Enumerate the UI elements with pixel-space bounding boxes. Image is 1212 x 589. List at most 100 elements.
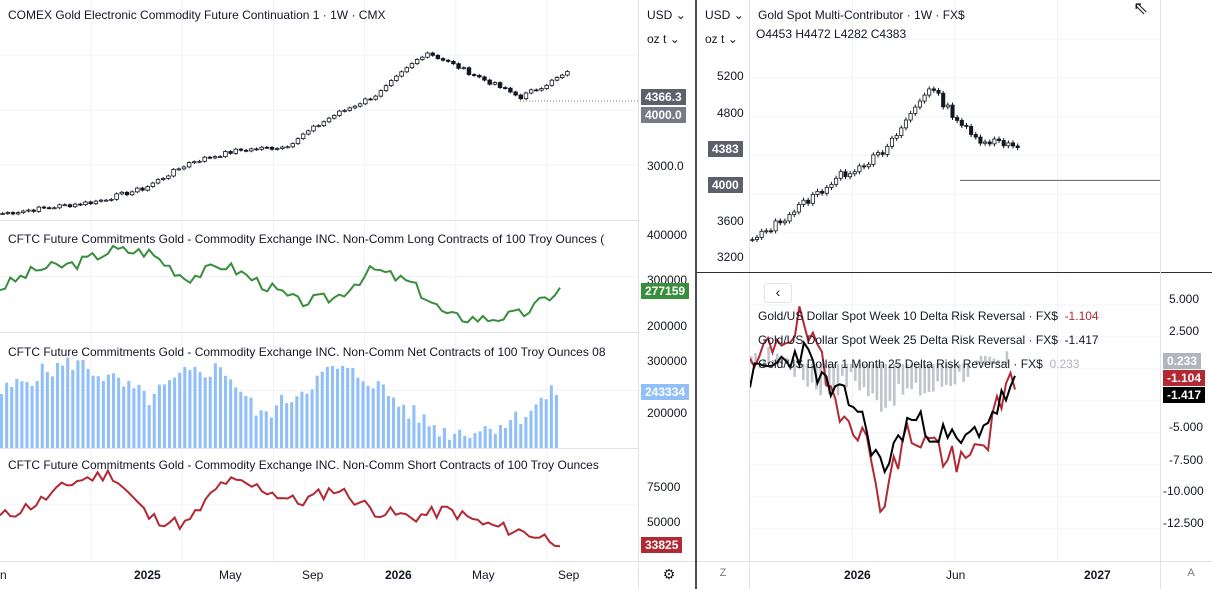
right-main-candles	[750, 0, 1160, 272]
candle-body	[129, 191, 135, 196]
candle-body	[78, 203, 83, 206]
left-chart[interactable]: COMEX Gold Electronic Commodity Future C…	[0, 0, 696, 589]
net-bar	[15, 378, 19, 448]
candle-body	[295, 138, 301, 145]
candle-body	[913, 106, 918, 114]
candle-body	[857, 165, 862, 173]
rr1m-bar	[841, 364, 844, 376]
net-bar	[274, 405, 278, 448]
net-bar	[341, 365, 345, 448]
left-price-axis[interactable]: USD ⌄ oz t ⌄ 4366.3 4000.0 3000.0 400000…	[639, 0, 695, 561]
candle-body	[565, 71, 570, 76]
net-bar	[493, 433, 497, 448]
chevron-down-icon: ⌄	[669, 32, 680, 46]
candle-body	[212, 156, 218, 159]
net-bar	[346, 367, 350, 448]
net-bar	[91, 375, 95, 448]
candle-body	[759, 230, 764, 238]
left-unit-select[interactable]: oz t ⌄	[647, 32, 680, 46]
rr1m-bar	[867, 364, 870, 397]
net-bar	[66, 357, 70, 448]
right-main-pane[interactable]: Gold Spot Multi-Contributor · 1W · FX$ O…	[750, 0, 1160, 272]
net-bar	[183, 367, 187, 448]
rr1m-bar	[810, 364, 814, 383]
candle-body	[218, 156, 223, 159]
net-bar	[117, 377, 121, 448]
candle-body	[254, 148, 259, 151]
candle-body	[1010, 142, 1016, 147]
right-currency-select[interactable]: USD ⌄	[705, 8, 744, 22]
candle-body	[899, 127, 904, 136]
rr25-line	[750, 340, 1016, 475]
net-bar	[356, 377, 360, 448]
net-bar	[10, 386, 14, 448]
net-bar	[412, 405, 416, 448]
candle-body	[987, 141, 992, 145]
candle-body	[936, 89, 941, 94]
right-line-price-tag: 4000	[708, 177, 743, 193]
net-bar	[178, 372, 182, 448]
candle-body	[394, 75, 399, 81]
left-long-pane[interactable]: CFTC Future Commitments Gold - Commodity…	[0, 221, 638, 332]
candle-body	[1006, 142, 1011, 147]
candle-body	[414, 59, 420, 65]
candle-body	[52, 207, 57, 210]
net-bar	[30, 385, 34, 448]
net-bar	[157, 384, 161, 448]
left-line-price-tag: 4000.0	[641, 107, 686, 123]
candle-body	[363, 98, 368, 105]
candle-body	[477, 75, 482, 78]
settings-gear-icon[interactable]: ⚙	[662, 566, 676, 582]
candle-body	[197, 160, 202, 163]
net-bar	[320, 371, 324, 448]
net-bar	[208, 376, 212, 448]
candle-body	[26, 209, 31, 212]
rr1m-bar	[767, 346, 770, 364]
collapse-legend-button[interactable]: ‹	[764, 283, 792, 303]
net-bar	[514, 411, 518, 448]
rr25-tag: -1.417	[1163, 387, 1206, 403]
zoom-z-button[interactable]: Z	[719, 567, 727, 579]
rr1m-legend: Gold/US Dollar 1 Month 25 Delta Risk Rev…	[758, 357, 1080, 371]
right-unit-select[interactable]: oz t ⌄	[705, 32, 738, 46]
candle-body	[98, 199, 104, 202]
left-net-pane[interactable]: CFTC Future Commitments Gold - Commodity…	[0, 333, 638, 448]
rr1m-bar	[958, 364, 961, 372]
right-rr-axis[interactable]: 5.000 2.500 0.233 -1.104 -1.417 -5.000 -…	[1161, 273, 1212, 561]
rr1m-bar	[845, 364, 848, 388]
left-currency-select[interactable]: USD ⌄	[647, 8, 686, 22]
rr1m-bar	[906, 364, 909, 389]
candle-body	[992, 138, 997, 145]
net-bar	[432, 425, 436, 448]
candle-body	[544, 84, 549, 89]
candle-body	[192, 161, 197, 164]
candle-body	[518, 94, 523, 100]
left-main-pane[interactable]: COMEX Gold Electronic Commodity Future C…	[0, 0, 638, 220]
left-short-pane[interactable]: CFTC Future Commitments Gold - Commodity…	[0, 449, 638, 561]
right-rr-pane[interactable]: ‹ Gold/US Dollar Spot Week 10 Delta Risk…	[750, 273, 1160, 561]
candle-body	[337, 110, 342, 116]
net-bar	[554, 394, 558, 448]
rr1m-bar	[793, 364, 796, 377]
time-label: Sep	[302, 568, 324, 582]
net-bar	[534, 404, 538, 448]
candle-body	[950, 104, 955, 118]
rr1m-bar	[836, 364, 840, 396]
left-time-axis[interactable]: n 2025 May Sep 2026 May Sep	[0, 562, 638, 589]
candle-body	[843, 171, 848, 178]
rr1m-bar	[854, 364, 857, 381]
net-bar	[544, 399, 548, 448]
right-time-axis[interactable]: 2026 Jun 2027	[750, 562, 1160, 589]
rr1m-bar	[936, 364, 939, 382]
rr1m-bar	[880, 364, 883, 412]
candle-body	[978, 136, 983, 144]
right-chart[interactable]: USD ⌄ oz t ⌄ 5200 4800 4383 4000 3600 32…	[697, 0, 1212, 589]
net-bar	[336, 368, 340, 448]
candle-body	[1015, 145, 1020, 149]
candle-body	[202, 156, 207, 162]
auto-scale-a-button[interactable]: A	[1187, 567, 1195, 579]
rr1m-bar	[975, 360, 978, 364]
right-left-axis[interactable]: USD ⌄ oz t ⌄ 5200 4800 4383 4000 3600 32…	[697, 0, 749, 272]
candle-body	[249, 148, 254, 152]
candle-body	[997, 138, 1002, 141]
